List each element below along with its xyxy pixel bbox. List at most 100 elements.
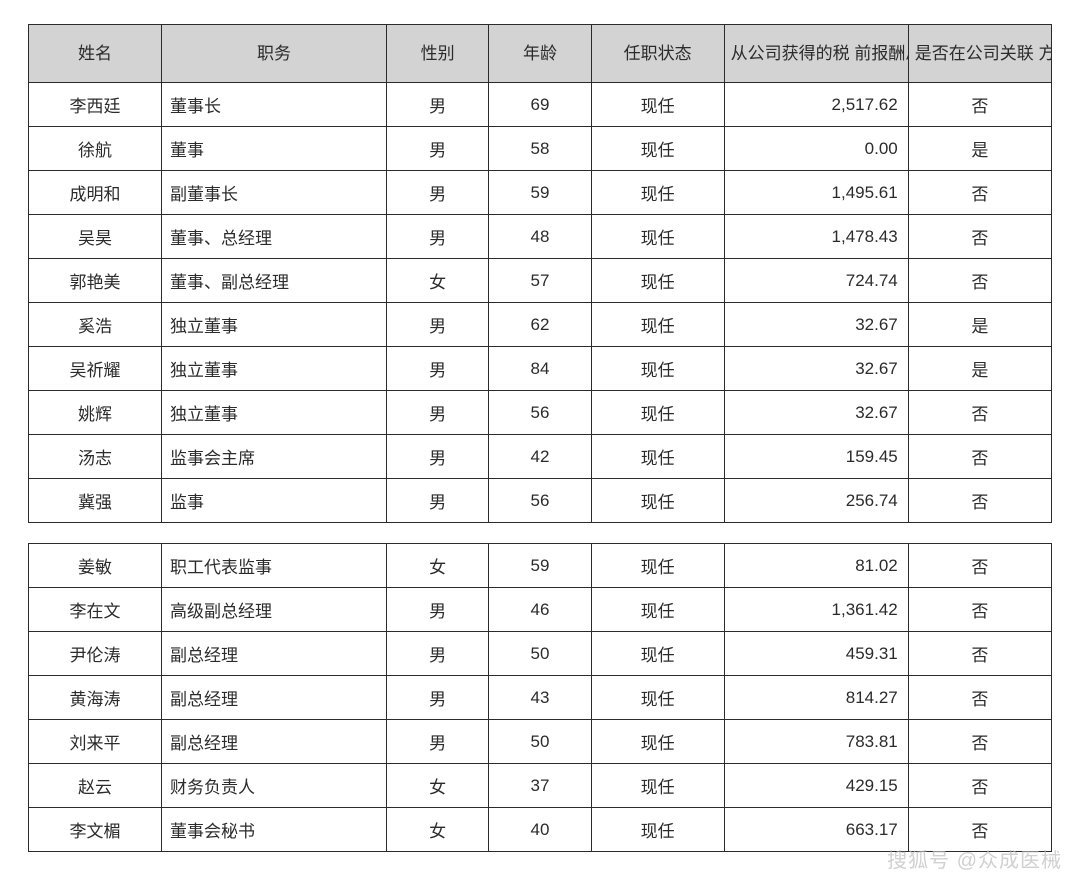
table-cell: 独立董事 [161, 303, 386, 347]
table-cell: 副董事长 [161, 171, 386, 215]
table-cell: 59 [489, 544, 591, 588]
table-cell: 37 [489, 764, 591, 808]
table-row: 李西廷董事长男69现任2,517.62否 [29, 83, 1052, 127]
table-cell: 现任 [591, 720, 724, 764]
table-cell: 现任 [591, 171, 724, 215]
table-cell: 81.02 [724, 544, 908, 588]
table-cell: 724.74 [724, 259, 908, 303]
table-cell: 40 [489, 808, 591, 852]
table-cell: 69 [489, 83, 591, 127]
table-cell: 姚辉 [29, 391, 162, 435]
table-cell: 57 [489, 259, 591, 303]
table-cell: 副总经理 [161, 676, 386, 720]
table-body-top: 李西廷董事长男69现任2,517.62否徐航董事男58现任0.00是成明和副董事… [29, 83, 1052, 523]
table-cell: 男 [387, 391, 489, 435]
col-related-party: 是否在公司关联 方获取报酬 [908, 25, 1051, 83]
table-cell: 现任 [591, 435, 724, 479]
table-cell: 刘来平 [29, 720, 162, 764]
table-cell: 女 [387, 544, 489, 588]
table-row: 李在文高级副总经理男46现任1,361.42否 [29, 588, 1052, 632]
table-cell: 现任 [591, 347, 724, 391]
col-status: 任职状态 [591, 25, 724, 83]
col-gender: 性别 [387, 25, 489, 83]
table-row: 吴祈耀独立董事男84现任32.67是 [29, 347, 1052, 391]
table-row: 姚辉独立董事男56现任32.67否 [29, 391, 1052, 435]
table-cell: 尹伦涛 [29, 632, 162, 676]
table-cell: 李西廷 [29, 83, 162, 127]
table-body-bottom: 姜敏职工代表监事女59现任81.02否李在文高级副总经理男46现任1,361.4… [29, 544, 1052, 852]
table-cell: 赵云 [29, 764, 162, 808]
table-cell: 84 [489, 347, 591, 391]
table-row: 吴昊董事、总经理男48现任1,478.43否 [29, 215, 1052, 259]
table-cell: 女 [387, 764, 489, 808]
table-row: 赵云财务负责人女37现任429.15否 [29, 764, 1052, 808]
table-cell: 32.67 [724, 303, 908, 347]
table-cell: 李文楣 [29, 808, 162, 852]
table-cell: 男 [387, 588, 489, 632]
table-cell: 监事 [161, 479, 386, 523]
table-cell: 独立董事 [161, 391, 386, 435]
table-row: 郭艳美董事、副总经理女57现任724.74否 [29, 259, 1052, 303]
table-cell: 副总经理 [161, 720, 386, 764]
table-cell: 现任 [591, 588, 724, 632]
table-cell: 48 [489, 215, 591, 259]
table-row: 冀强监事男56现任256.74否 [29, 479, 1052, 523]
table-cell: 监事会主席 [161, 435, 386, 479]
table-cell: 独立董事 [161, 347, 386, 391]
table-cell: 32.67 [724, 391, 908, 435]
table-cell: 男 [387, 171, 489, 215]
table-cell: 李在文 [29, 588, 162, 632]
table-cell: 否 [908, 544, 1051, 588]
table-row: 李文楣董事会秘书女40现任663.17否 [29, 808, 1052, 852]
table-cell: 58 [489, 127, 591, 171]
table-cell: 59 [489, 171, 591, 215]
table-header-row: 姓名 职务 性别 年龄 任职状态 从公司获得的税 前报酬总额 是否在公司关联 方… [29, 25, 1052, 83]
compensation-table-bottom: 姜敏职工代表监事女59现任81.02否李在文高级副总经理男46现任1,361.4… [28, 543, 1052, 852]
table-cell: 1,361.42 [724, 588, 908, 632]
table-cell: 否 [908, 171, 1051, 215]
table-cell: 是 [908, 127, 1051, 171]
table-cell: 50 [489, 720, 591, 764]
table-cell: 现任 [591, 479, 724, 523]
table-cell: 男 [387, 215, 489, 259]
table-cell: 女 [387, 808, 489, 852]
table-cell: 256.74 [724, 479, 908, 523]
table-cell: 否 [908, 391, 1051, 435]
table-cell: 是 [908, 303, 1051, 347]
table-cell: 财务负责人 [161, 764, 386, 808]
table-cell: 现任 [591, 676, 724, 720]
table-cell: 高级副总经理 [161, 588, 386, 632]
table-row: 黄海涛副总经理男43现任814.27否 [29, 676, 1052, 720]
table-cell: 现任 [591, 127, 724, 171]
table-cell: 黄海涛 [29, 676, 162, 720]
table-cell: 现任 [591, 808, 724, 852]
table-cell: 否 [908, 215, 1051, 259]
table-cell: 否 [908, 764, 1051, 808]
table-cell: 女 [387, 259, 489, 303]
table-cell: 2,517.62 [724, 83, 908, 127]
table-cell: 姜敏 [29, 544, 162, 588]
table-cell: 现任 [591, 259, 724, 303]
table-cell: 徐航 [29, 127, 162, 171]
table-cell: 董事、总经理 [161, 215, 386, 259]
table-cell: 1,478.43 [724, 215, 908, 259]
table-cell: 现任 [591, 215, 724, 259]
table-cell: 男 [387, 347, 489, 391]
table-row: 奚浩独立董事男62现任32.67是 [29, 303, 1052, 347]
table-cell: 否 [908, 808, 1051, 852]
table-cell: 否 [908, 588, 1051, 632]
table-cell: 159.45 [724, 435, 908, 479]
col-age: 年龄 [489, 25, 591, 83]
table-cell: 董事、副总经理 [161, 259, 386, 303]
table-cell: 董事会秘书 [161, 808, 386, 852]
table-cell: 42 [489, 435, 591, 479]
table-cell: 现任 [591, 764, 724, 808]
table-cell: 郭艳美 [29, 259, 162, 303]
table-cell: 否 [908, 479, 1051, 523]
table-row: 成明和副董事长男59现任1,495.61否 [29, 171, 1052, 215]
table-cell: 否 [908, 720, 1051, 764]
col-position: 职务 [161, 25, 386, 83]
table-cell: 男 [387, 303, 489, 347]
table-row: 姜敏职工代表监事女59现任81.02否 [29, 544, 1052, 588]
table-cell: 现任 [591, 544, 724, 588]
